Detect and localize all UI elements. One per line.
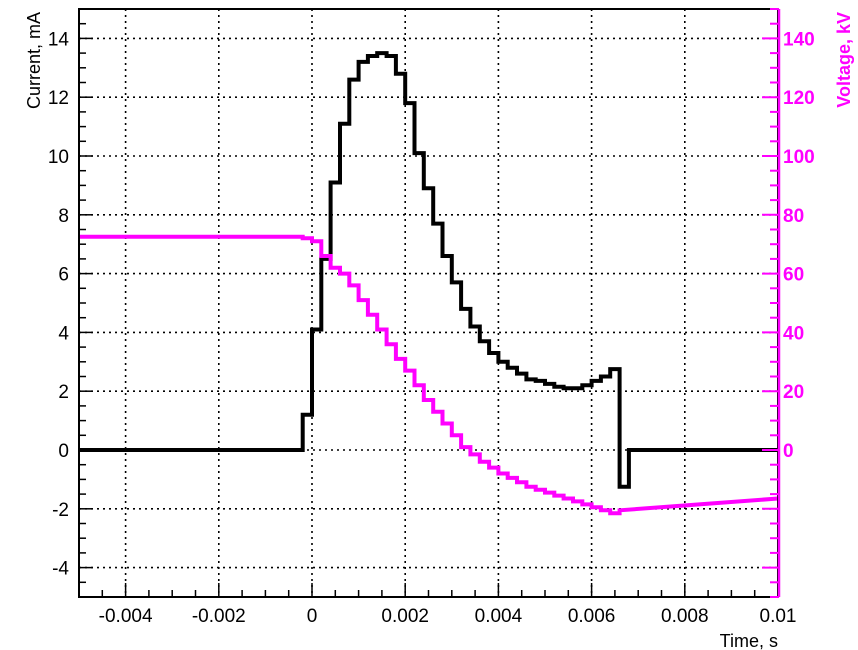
grid [79,9,778,597]
y-tick-label: 12 [48,88,69,109]
y-axis-title: Current, mA [24,12,44,109]
x-tick-label: 0.004 [475,606,523,627]
y-tick-label: 0 [58,441,69,462]
y2-tick-label: 60 [783,265,804,286]
series-layer [79,51,779,516]
y2-axis-title: Voltage, kV [834,12,854,108]
y-tick-label: 2 [58,382,69,403]
y-tick-label: -4 [52,559,69,580]
x-tick-label: -0.004 [99,606,153,627]
y2-tick-label: 40 [783,323,804,344]
y2-tick-label: 80 [783,206,804,227]
x-tick-label: 0.008 [661,606,709,627]
y-tick-label: 14 [48,29,70,50]
y2-tick-label: 20 [783,382,804,403]
y-tick-label: 10 [48,147,69,168]
y-tick-label: 8 [58,206,69,227]
y-tick-label: 6 [58,265,69,286]
current-series-line [79,51,778,489]
x-tick-label: -0.002 [192,606,246,627]
y-tick-label: -2 [52,500,69,521]
x-tick-label: 0.01 [760,606,797,627]
axes: -0.004 -0.002 0 0.002 0.004 0.006 0.008 0.01 -4 -… [48,8,815,627]
y2-tick-label: 120 [783,88,815,109]
y-tick-label: 4 [58,323,69,344]
y2-tick-label: 0 [783,441,794,462]
x-tick-label: 0.006 [568,606,616,627]
x-axis-title: Time, s [720,631,778,650]
y2-tick-label: 100 [783,147,815,168]
x-tick-label: 0.002 [381,606,429,627]
voltage-series-line [79,234,779,516]
y2-tick-label: 140 [783,29,815,50]
x-tick-label: 0 [307,606,318,627]
